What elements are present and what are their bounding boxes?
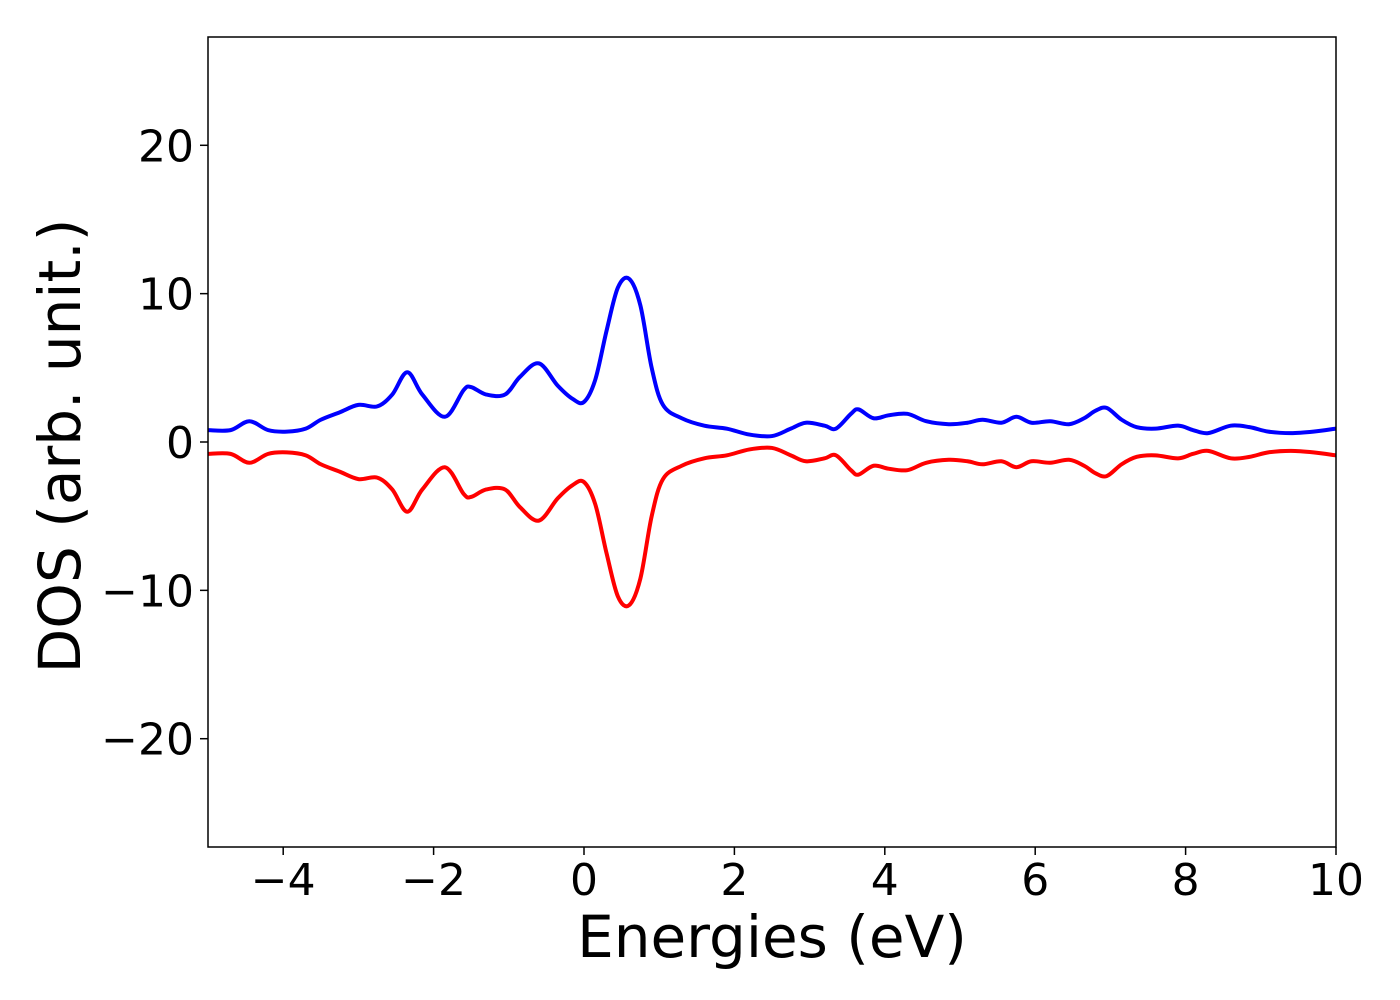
x-tick-label: 4 xyxy=(871,855,899,906)
x-tick-label: 2 xyxy=(720,855,748,906)
series-layer xyxy=(208,275,1336,609)
x-tick-label: 0 xyxy=(570,855,598,906)
y-tick-label: −10 xyxy=(101,566,194,617)
x-tick-label: 10 xyxy=(1308,855,1364,906)
x-tick-label: −4 xyxy=(251,855,316,906)
x-tick-label: 6 xyxy=(1021,855,1049,906)
y-tick-label: 20 xyxy=(138,121,194,172)
series-line-spin-up xyxy=(208,275,1336,439)
y-tick-label: −20 xyxy=(101,715,194,766)
plot-frame xyxy=(207,36,1337,848)
x-tick-label: 8 xyxy=(1172,855,1200,906)
y-axis-label: DOS (arb. unit.) xyxy=(26,219,94,674)
series-line-spin-down xyxy=(208,445,1336,609)
x-axis-label: Energies (eV) xyxy=(577,903,967,971)
y-tick-label: 0 xyxy=(166,418,194,469)
y-tick-label: 10 xyxy=(138,270,194,321)
x-tick-label: −2 xyxy=(401,855,466,906)
